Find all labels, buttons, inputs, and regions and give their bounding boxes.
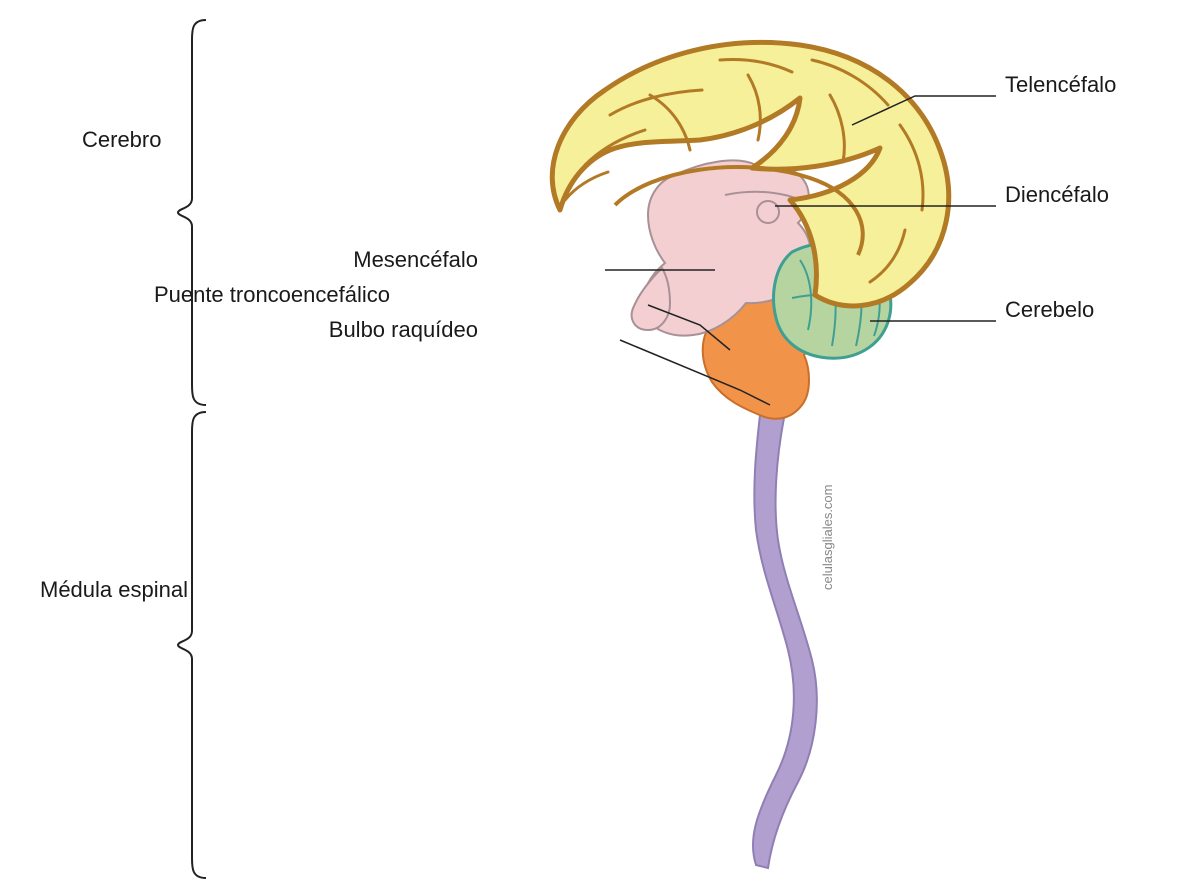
label-mesencefalo: Mesencéfalo xyxy=(353,247,478,273)
watermark: celulasgliales.com xyxy=(820,485,835,591)
label-cerebro: Cerebro xyxy=(82,127,161,153)
anatomy-svg xyxy=(0,0,1200,885)
bracket-cerebro xyxy=(178,20,206,405)
diagram-root: Cerebro Médula espinal Telencéfalo Dienc… xyxy=(0,0,1200,885)
label-puente: Puente troncoencefálico xyxy=(154,282,390,308)
label-diencefalo: Diencéfalo xyxy=(1005,182,1109,208)
bracket-medula xyxy=(178,412,206,878)
spinal-cord-shape xyxy=(753,415,817,868)
label-telencefalo: Telencéfalo xyxy=(1005,72,1116,98)
label-cerebelo: Cerebelo xyxy=(1005,297,1094,323)
brackets xyxy=(178,20,206,878)
label-medula: Médula espinal xyxy=(40,577,188,603)
label-bulbo: Bulbo raquídeo xyxy=(329,317,478,343)
